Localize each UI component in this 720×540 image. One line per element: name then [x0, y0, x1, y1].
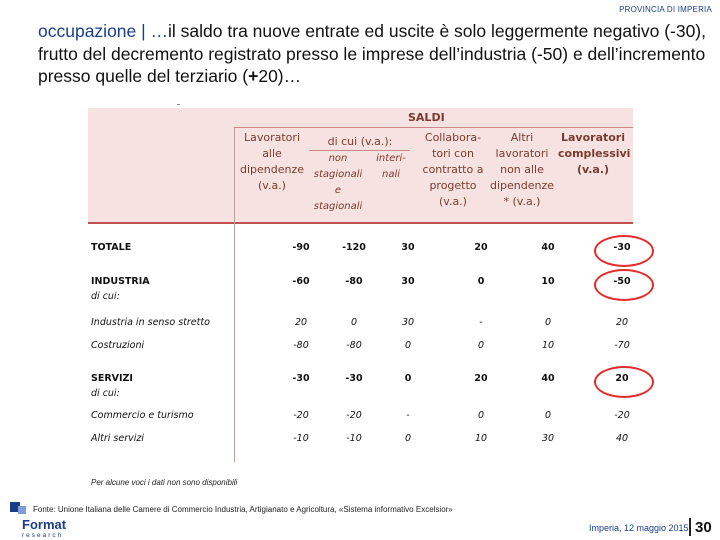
cell-costruzioni-non-stagionali: -80	[346, 340, 362, 351]
page-separator	[689, 518, 691, 536]
cell-altriserv-dipendenze: -10	[293, 433, 309, 444]
cell-servizi-interinali: 0	[404, 373, 412, 384]
title-plus: +	[248, 66, 259, 86]
cell-altriserv-interinali: 0	[404, 433, 412, 444]
cell-commercio-dipendenze: -20	[293, 410, 309, 421]
cell-altriserv-non-stagionali: -10	[346, 433, 362, 444]
cell-costruzioni-interinali: 0	[404, 340, 412, 351]
cell-costruzioni-complessivi: -70	[614, 340, 630, 351]
title-lead: occupazione | …	[38, 21, 169, 41]
col-header-interinali: interi-nali	[376, 153, 406, 180]
highlight-oval-industria	[594, 269, 654, 301]
cell-servizi-altri: 40	[541, 373, 555, 384]
decorative-tick	[177, 104, 180, 105]
cell-totale-altri: 40	[541, 242, 555, 253]
row-label-industria-stretto: Industria in senso stretto	[91, 317, 210, 328]
cell-industria-interinali: 30	[401, 276, 415, 287]
di-cui-underline	[309, 150, 410, 151]
cell-stretto-dipendenze: 20	[294, 317, 308, 328]
cell-costruzioni-dipendenze: -80	[293, 340, 309, 351]
cell-commercio-collaboratori: 0	[477, 410, 485, 421]
row-sub-industria: di cui:	[91, 291, 120, 302]
row-label-servizi: SERVIZI	[91, 373, 133, 384]
row-label-industria: INDUSTRIA	[91, 276, 150, 287]
saldi-underline	[234, 127, 633, 128]
cell-altriserv-altri: 30	[541, 433, 555, 444]
col-header-dipendenze: Lavoratori alle dipendenze (v.a.)	[239, 131, 305, 192]
col-header-di-cui: di cui (v.a.):	[327, 135, 393, 148]
cell-altriserv-collaboratori: 10	[474, 433, 488, 444]
source-citation: Fonte: Unione Italiana delle Camere di C…	[33, 505, 453, 514]
format-research-logo: Format research	[10, 502, 67, 538]
highlight-oval-totale	[594, 235, 654, 267]
cell-industria-non-stagionali: -80	[345, 276, 363, 287]
cell-totale-dipendenze: -90	[292, 242, 310, 253]
saldi-heading: SALDI	[408, 111, 445, 124]
cell-totale-collaboratori: 20	[474, 242, 488, 253]
logo-text: Format	[22, 517, 67, 532]
province-label: PROVINCIA DI IMPERIA	[619, 5, 712, 14]
highlight-oval-servizi	[594, 366, 654, 398]
row-label-costruzioni: Costruzioni	[91, 340, 145, 351]
row-label-totale: TOTALE	[91, 242, 132, 253]
row-sub-servizi: di cui:	[91, 388, 120, 399]
cell-commercio-non-stagionali: -20	[346, 410, 362, 421]
title-end: 20)…	[258, 66, 302, 86]
cell-totale-non-stagionali: -120	[342, 242, 366, 253]
slide-title: occupazione | …il saldo tra nuove entrat…	[38, 20, 714, 88]
cell-commercio-complessivi: -20	[614, 410, 630, 421]
cell-stretto-altri: 0	[544, 317, 552, 328]
column-divider	[234, 222, 235, 462]
logo-subtext: research	[22, 532, 63, 538]
footer-date: Imperia, 12 maggio 2015	[589, 523, 689, 533]
col-header-collaboratori: Collabora-tori con contratto a progetto …	[422, 131, 484, 208]
col-header-complessivi: Lavoratori complessivi (v.a.)	[558, 131, 631, 176]
cell-costruzioni-altri: 10	[541, 340, 555, 351]
cell-stretto-complessivi: 20	[615, 317, 629, 328]
cell-industria-dipendenze: -60	[292, 276, 310, 287]
cell-servizi-non-stagionali: -30	[345, 373, 363, 384]
cell-commercio-interinali: -	[406, 410, 410, 421]
col-header-non-stagionali: non stagionali e stagionali	[313, 153, 363, 212]
cell-totale-interinali: 30	[401, 242, 415, 253]
cell-industria-collaboratori: 0	[477, 276, 485, 287]
saldi-table: SALDI Lavoratori alle dipendenze (v.a.) …	[88, 108, 654, 464]
cell-stretto-collaboratori: -	[479, 317, 483, 328]
cell-stretto-non-stagionali: 0	[350, 317, 358, 328]
cell-servizi-collaboratori: 20	[474, 373, 488, 384]
cell-servizi-dipendenze: -30	[292, 373, 310, 384]
cell-stretto-interinali: 30	[401, 317, 415, 328]
cell-industria-altri: 10	[541, 276, 555, 287]
title-text: il saldo tra nuove entrate ed uscite è s…	[38, 21, 707, 86]
row-label-altri-servizi: Altri servizi	[91, 433, 145, 444]
header-divider	[234, 128, 235, 222]
cell-costruzioni-collaboratori: 0	[477, 340, 485, 351]
cell-commercio-altri: 0	[544, 410, 552, 421]
table-note: Per alcune voci i dati non sono disponib…	[91, 478, 238, 487]
page-number: 30	[695, 519, 712, 536]
col-header-altri: Altri lavoratori non alle dipendenze * (…	[490, 131, 555, 208]
row-label-commercio: Commercio e turismo	[91, 410, 194, 421]
cell-altriserv-complessivi: 40	[615, 433, 629, 444]
